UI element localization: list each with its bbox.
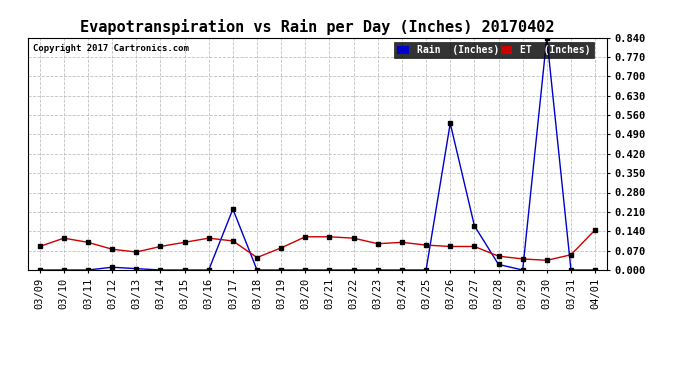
Legend: Rain  (Inches), ET  (Inches): Rain (Inches), ET (Inches) xyxy=(394,42,593,58)
Text: Copyright 2017 Cartronics.com: Copyright 2017 Cartronics.com xyxy=(33,45,189,54)
Title: Evapotranspiration vs Rain per Day (Inches) 20170402: Evapotranspiration vs Rain per Day (Inch… xyxy=(80,19,555,35)
